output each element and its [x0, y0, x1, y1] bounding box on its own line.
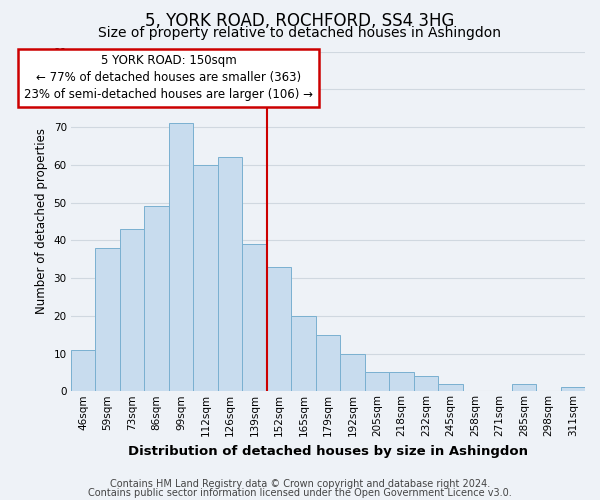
Bar: [291, 316, 316, 392]
Bar: [413, 376, 438, 392]
Bar: [145, 206, 169, 392]
Bar: [218, 157, 242, 392]
Bar: [389, 372, 413, 392]
X-axis label: Distribution of detached houses by size in Ashingdon: Distribution of detached houses by size …: [128, 444, 528, 458]
Bar: [169, 123, 193, 392]
Bar: [267, 266, 291, 392]
Bar: [316, 334, 340, 392]
Bar: [95, 248, 120, 392]
Bar: [71, 350, 95, 392]
Text: Size of property relative to detached houses in Ashingdon: Size of property relative to detached ho…: [98, 26, 502, 40]
Bar: [365, 372, 389, 392]
Bar: [242, 244, 267, 392]
Bar: [512, 384, 536, 392]
Y-axis label: Number of detached properties: Number of detached properties: [35, 128, 48, 314]
Bar: [193, 165, 218, 392]
Bar: [120, 229, 145, 392]
Text: Contains HM Land Registry data © Crown copyright and database right 2024.: Contains HM Land Registry data © Crown c…: [110, 479, 490, 489]
Text: Contains public sector information licensed under the Open Government Licence v3: Contains public sector information licen…: [88, 488, 512, 498]
Text: 5 YORK ROAD: 150sqm
← 77% of detached houses are smaller (363)
23% of semi-detac: 5 YORK ROAD: 150sqm ← 77% of detached ho…: [25, 54, 313, 102]
Bar: [340, 354, 365, 392]
Text: 5, YORK ROAD, ROCHFORD, SS4 3HG: 5, YORK ROAD, ROCHFORD, SS4 3HG: [145, 12, 455, 30]
Bar: [438, 384, 463, 392]
Bar: [560, 388, 585, 392]
